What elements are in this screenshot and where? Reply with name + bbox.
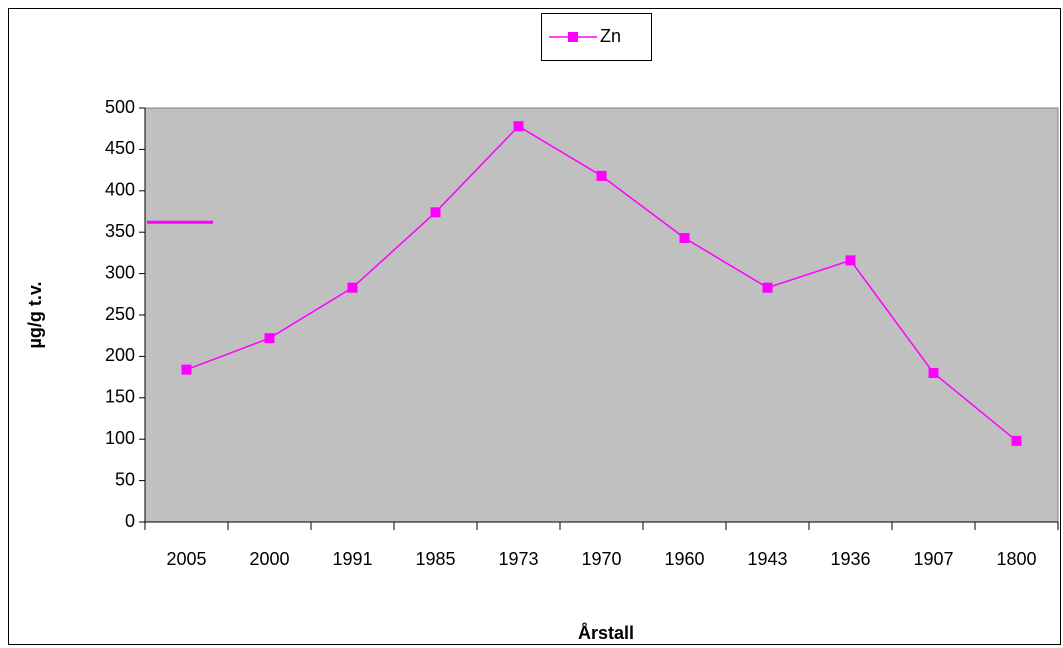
x-tick-label: 1973 <box>498 549 538 569</box>
legend-label: Zn <box>600 26 621 46</box>
marker <box>347 282 358 293</box>
x-tick-label: 1991 <box>332 549 372 569</box>
x-tick-label: 1800 <box>996 549 1036 569</box>
marker <box>845 255 856 266</box>
y-tick-label: 450 <box>105 138 135 158</box>
marker <box>1011 435 1022 446</box>
x-tick-label: 2005 <box>166 549 206 569</box>
x-tick-label: 1985 <box>415 549 455 569</box>
marker <box>596 170 607 181</box>
marker <box>679 232 690 243</box>
y-tick-label: 150 <box>105 387 135 407</box>
legend-marker <box>568 32 578 42</box>
y-tick-label: 250 <box>105 304 135 324</box>
marker <box>181 364 192 375</box>
plot-area <box>144 107 1059 523</box>
y-tick-label: 0 <box>125 511 135 531</box>
y-tick-label: 350 <box>105 221 135 241</box>
marker <box>264 333 275 344</box>
x-tick-label: 1936 <box>830 549 870 569</box>
y-tick-label: 200 <box>105 345 135 365</box>
x-tick-label: 1970 <box>581 549 621 569</box>
x-tick-label: 1960 <box>664 549 704 569</box>
y-tick-label: 400 <box>105 180 135 200</box>
x-axis-label: Årstall <box>578 623 634 643</box>
marker <box>513 121 524 132</box>
marker <box>430 207 441 218</box>
x-tick-label: 2000 <box>249 549 289 569</box>
y-tick-label: 50 <box>115 469 135 489</box>
x-tick-label: 1943 <box>747 549 787 569</box>
marker <box>762 282 773 293</box>
marker <box>928 367 939 378</box>
y-tick-label: 300 <box>105 262 135 282</box>
y-tick-label: 100 <box>105 428 135 448</box>
x-tick-label: 1907 <box>913 549 953 569</box>
y-axis-label: µg/g t.v. <box>25 281 45 348</box>
y-tick-label: 500 <box>105 97 135 117</box>
